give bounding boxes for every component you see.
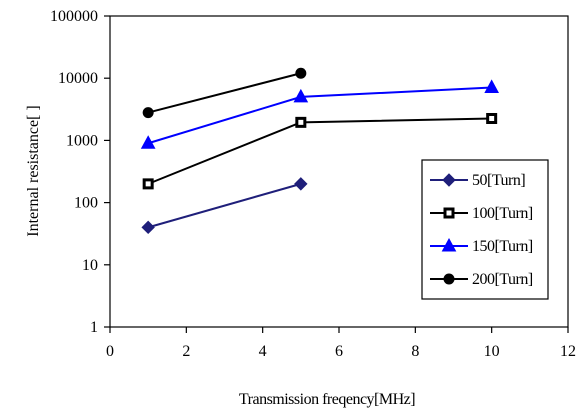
x-tick-label: 10 [484,343,500,360]
series-1 [141,177,308,235]
data-point [293,88,309,103]
x-tick-label: 8 [411,343,419,360]
legend-label: 150[Turn] [472,238,533,255]
legend-marker [443,207,455,219]
y-tick-label: 100000 [50,8,98,25]
data-point [294,177,308,191]
legend-item: 100[Turn] [430,205,533,222]
legend-marker [441,237,457,252]
y-tick-label: 10 [82,257,98,274]
series-line [147,72,302,114]
legend-marker [442,173,456,187]
legend-label: 50[Turn] [472,172,525,189]
x-tick-label: 0 [106,343,114,360]
data-point [486,112,498,124]
data-point [295,116,307,128]
y-axis-label: Internal resistance[ ] [25,105,42,236]
legend-item: 200[Turn] [430,271,533,288]
series-4 [142,67,307,119]
legend-item: 150[Turn] [430,237,533,255]
legend: 50[Turn] 100[Turn] 150[Turn] 200[Turn] [421,159,549,300]
x-tick-label: 12 [560,343,576,360]
data-point [142,178,154,190]
data-point-inner [489,115,495,121]
data-point [142,107,154,119]
legend-label: 200[Turn] [472,271,533,288]
data-point [295,67,307,79]
x-tick-label: 2 [182,343,190,360]
series-2 [142,112,498,190]
data-point [484,79,500,93]
legend-box [421,159,549,300]
axes-layer: 0 2 4 6 8 10 12 1 10 100 1000 10000 100000 [50,8,576,360]
legend-marker [443,273,455,285]
data-point [140,135,156,149]
series-3 [140,79,500,149]
y-tick-label: 10000 [58,70,98,87]
y-tick-label: 1 [90,319,98,336]
x-tick-label: 6 [335,343,343,360]
y-tick-label: 100 [74,195,98,212]
legend-item: 50[Turn] [430,172,526,189]
data-point [141,220,155,235]
x-axis-label: Transmission freqency[MHz] [239,391,415,408]
legend-marker-inner [446,210,452,216]
x-tick-label: 4 [259,343,267,360]
data-point-inner [298,119,304,125]
y-tick-label: 1000 [66,132,98,149]
series-layer [140,67,500,235]
data-point-inner [145,181,151,187]
legend-label: 100[Turn] [472,205,533,222]
series-line [147,182,302,229]
